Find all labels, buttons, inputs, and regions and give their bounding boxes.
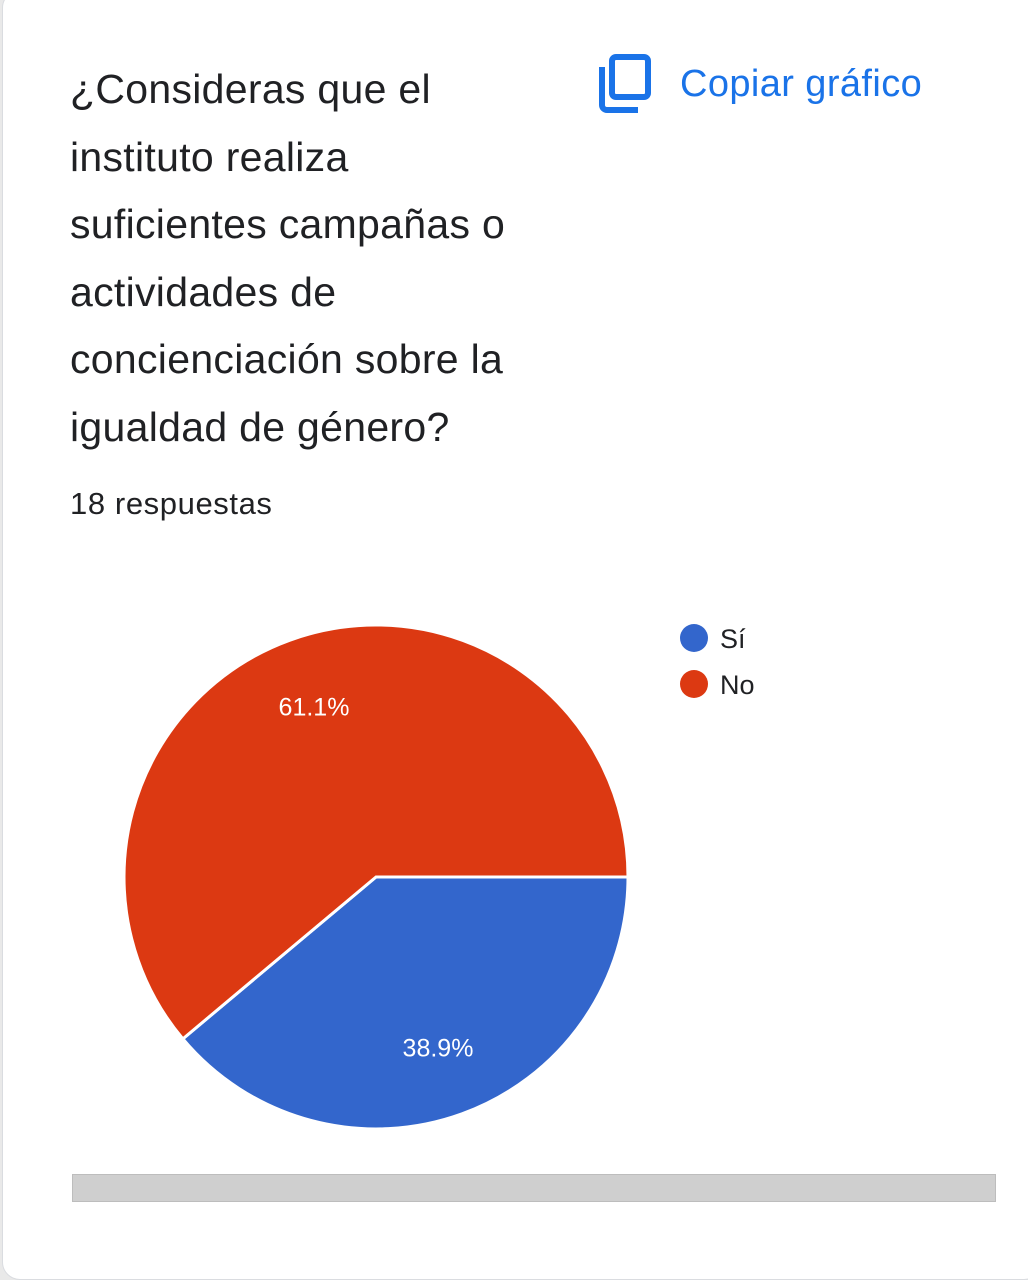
slice-label-no: 61.1% xyxy=(279,693,350,721)
legend-label-si[interactable]: Sí xyxy=(720,624,746,654)
legend-swatch-no xyxy=(680,670,708,698)
copy-icon xyxy=(599,54,651,113)
horizontal-scrollbar[interactable] xyxy=(72,1174,996,1202)
pie-slice-no[interactable] xyxy=(122,623,630,1041)
legend-swatch-si xyxy=(680,624,708,652)
pie-slice-si[interactable] xyxy=(180,875,630,1131)
copy-chart-label: Copiar gráfico xyxy=(680,62,923,105)
legend-label-no[interactable]: No xyxy=(720,670,755,700)
copy-chart-button[interactable]: Copiar gráfico xyxy=(594,52,922,116)
question-title: ¿Consideras que el instituto realiza suf… xyxy=(70,66,506,450)
response-count: 18 respuestas xyxy=(70,486,273,521)
slice-label-si: 38.9% xyxy=(403,1035,474,1063)
